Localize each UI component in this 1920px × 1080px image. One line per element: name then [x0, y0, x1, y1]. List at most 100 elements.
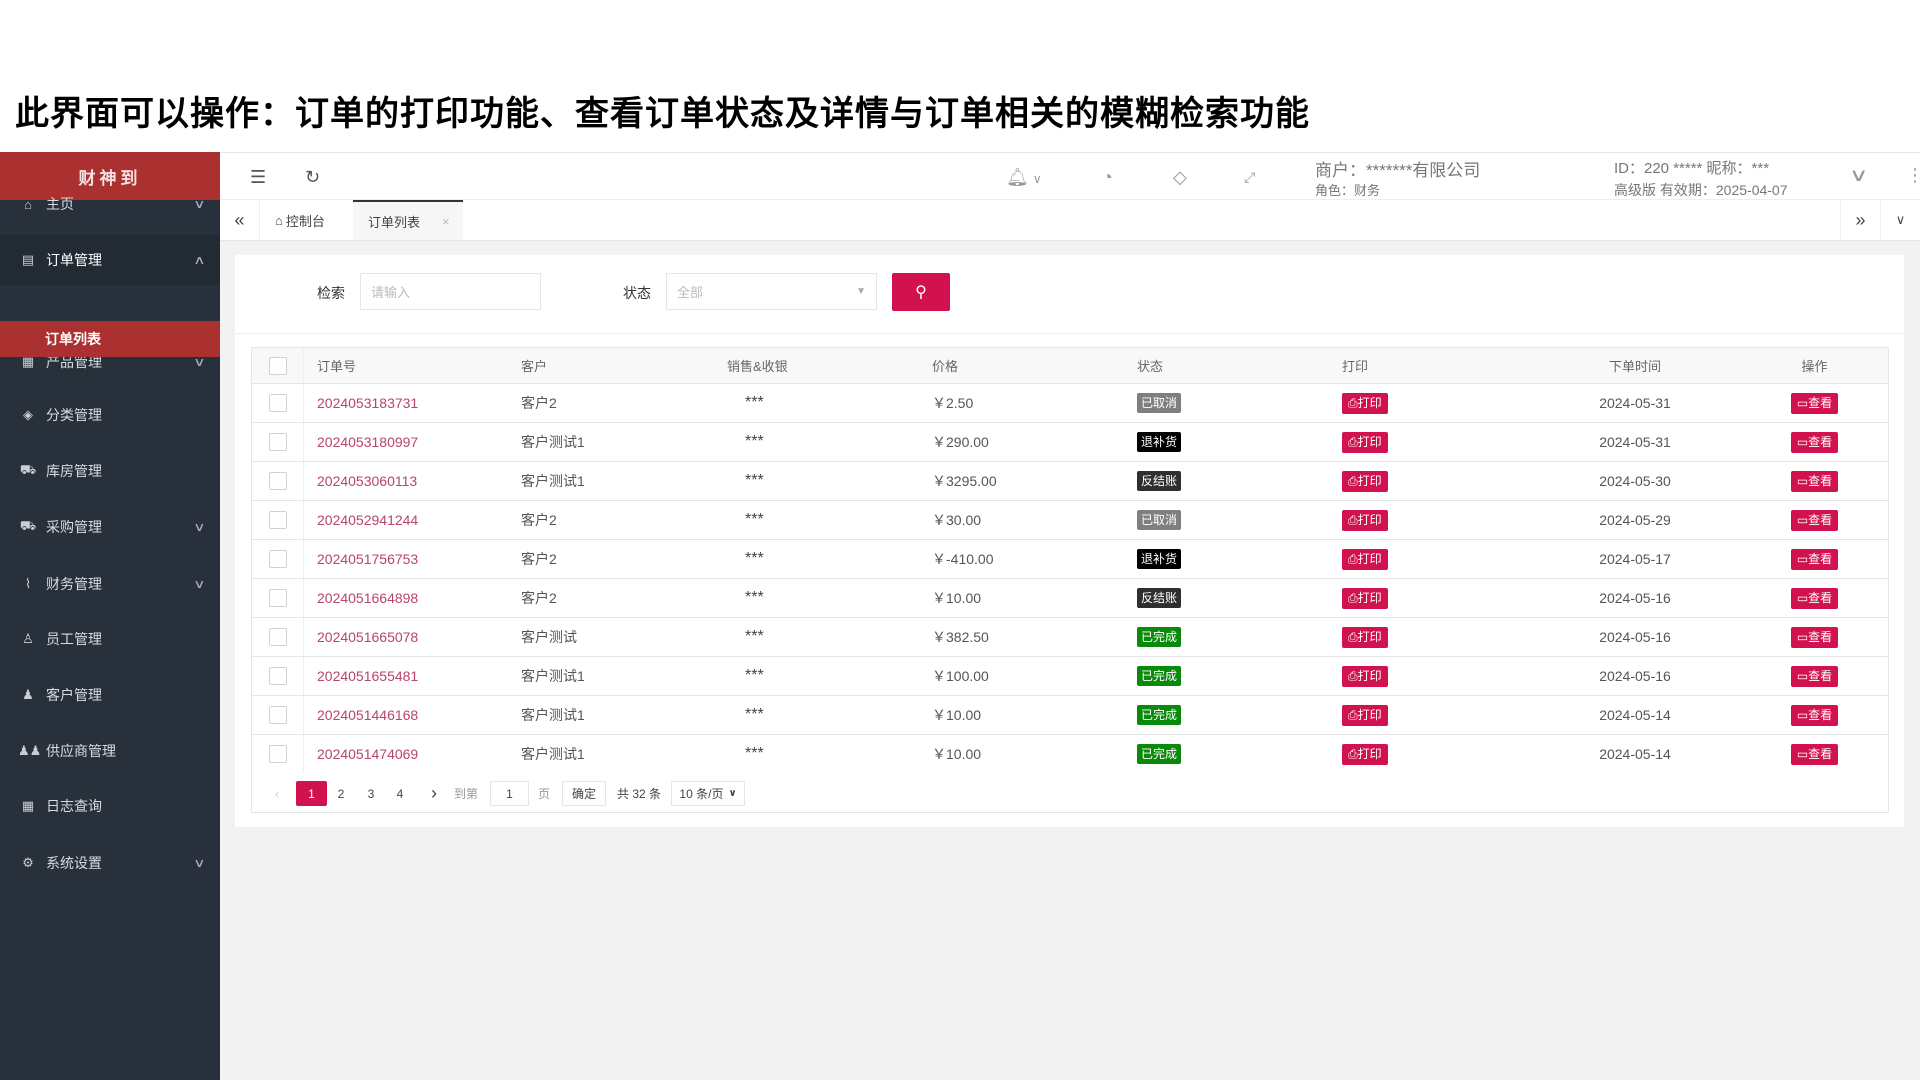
status-badge: 已取消: [1137, 510, 1182, 530]
tag-icon[interactable]: ◇: [1173, 167, 1187, 187]
status-select[interactable]: 全部 ▼: [666, 273, 877, 310]
search-button[interactable]: ⚲: [892, 273, 950, 311]
print-button[interactable]: ⎙打印: [1342, 626, 1388, 648]
bell-icon[interactable]: 🔔︎ ∨: [1006, 167, 1042, 187]
sidebar-item-3[interactable]: ◈ 分类管理: [0, 390, 220, 440]
sidebar-item-11[interactable]: ⚙ 系统设置 ∨: [0, 838, 220, 888]
menu-fold-icon[interactable]: ☰: [250, 167, 267, 187]
refresh-icon[interactable]: ↻: [305, 167, 321, 187]
view-icon: ▭: [1796, 473, 1809, 488]
sidebar-item-9[interactable]: ♟♟ 供应商管理: [0, 726, 220, 776]
page-4[interactable]: 4: [396, 786, 404, 801]
page-2[interactable]: 2: [337, 786, 345, 801]
print-button[interactable]: ⎙打印: [1342, 665, 1388, 687]
sidebar-item-7[interactable]: ♙ 员工管理: [0, 614, 220, 664]
order-id-link[interactable]: 2024052941244: [317, 512, 419, 528]
page-3[interactable]: 3: [367, 786, 375, 801]
sidebar-item-label: 订单管理: [46, 252, 102, 268]
goto-page-input[interactable]: 1: [490, 781, 529, 806]
sidebar-item-6[interactable]: ⌇ 财务管理 ∨: [0, 559, 220, 609]
row-checkbox[interactable]: [268, 706, 287, 724]
print-icon: ⎙: [1348, 512, 1358, 527]
order-id-link[interactable]: 2024051756753: [317, 551, 419, 567]
row-checkbox[interactable]: [268, 667, 287, 685]
sidebar-item-1[interactable]: ▤ 订单管理 ∧: [0, 235, 220, 285]
print-icon: ⎙: [1348, 629, 1358, 644]
print-button[interactable]: ⎙打印: [1342, 431, 1388, 453]
close-icon[interactable]: ×: [442, 213, 450, 229]
sidebar-item-8[interactable]: ♟ 客户管理: [0, 670, 220, 720]
sidebar-item-0[interactable]: ⌂ 主页 ∨: [0, 179, 220, 229]
prev-page-icon[interactable]: ‹: [275, 786, 279, 801]
view-button[interactable]: ▭查看: [1790, 392, 1839, 414]
chevron-icon: ∧: [193, 253, 206, 267]
layers-icon: ◈: [23, 407, 33, 422]
sales-cashier: ***: [745, 394, 764, 411]
print-button[interactable]: ⎙打印: [1342, 509, 1388, 531]
tab-order-list[interactable]: 订单列表 ×: [353, 200, 463, 240]
price: ￥3295.00: [932, 473, 997, 489]
print-icon: ⎙: [1348, 551, 1358, 566]
print-button[interactable]: ⎙打印: [1342, 743, 1388, 765]
view-button[interactable]: ▭查看: [1790, 704, 1839, 726]
view-button[interactable]: ▭查看: [1790, 587, 1839, 609]
sidebar-item-label: 供应商管理: [46, 743, 116, 759]
order-id-link[interactable]: 2024051655481: [317, 668, 419, 684]
order-id-link[interactable]: 2024051664898: [317, 590, 419, 606]
sidebar-item-4[interactable]: ⛟ 库房管理: [0, 446, 220, 496]
view-button[interactable]: ▭查看: [1790, 548, 1839, 570]
price: ￥290.00: [932, 434, 989, 450]
view-icon: ▭: [1796, 668, 1809, 683]
view-button[interactable]: ▭查看: [1790, 431, 1839, 453]
order-id-link[interactable]: 2024051446168: [317, 707, 419, 723]
order-id-link[interactable]: 2024051665078: [317, 629, 419, 645]
tabs-scroll-right-icon[interactable]: »: [1840, 200, 1880, 240]
goto-confirm-button[interactable]: 确定: [562, 781, 606, 806]
sidebar-subitem-order-list[interactable]: 订单列表: [0, 321, 220, 357]
tabs-menu-chevron-icon[interactable]: ∨: [1880, 200, 1920, 240]
order-id-link[interactable]: 2024051474069: [317, 746, 419, 762]
row-checkbox[interactable]: [268, 511, 287, 529]
sidebar-item-10[interactable]: ▦ 日志查询: [0, 781, 220, 831]
row-checkbox[interactable]: [268, 394, 287, 412]
page-1[interactable]: 1: [296, 781, 327, 806]
view-button[interactable]: ▭查看: [1790, 470, 1839, 492]
row-checkbox[interactable]: [268, 745, 287, 763]
row-checkbox[interactable]: [268, 589, 287, 607]
view-button[interactable]: ▭查看: [1790, 509, 1839, 531]
row-checkbox[interactable]: [268, 472, 287, 490]
search-input[interactable]: 请输入: [360, 273, 541, 310]
sidebar-item-5[interactable]: ⛟ 采购管理 ∨: [0, 502, 220, 552]
print-button[interactable]: ⎙打印: [1342, 704, 1388, 726]
order-id-link[interactable]: 2024053183731: [317, 395, 419, 411]
print-label: 打印: [1357, 434, 1382, 449]
row-checkbox[interactable]: [268, 550, 287, 568]
orders-table: 订单号 客户 销售&收银 价格 状态 打印 下单时间 操作 2024053183…: [251, 347, 1889, 774]
print-button[interactable]: ⎙打印: [1342, 470, 1388, 492]
tab-dashboard[interactable]: ⌂ 控制台: [275, 200, 353, 240]
row-checkbox[interactable]: [268, 628, 287, 646]
view-button[interactable]: ▭查看: [1790, 626, 1839, 648]
dashboard-icon[interactable]: ◔: [1102, 167, 1113, 187]
tabs-scroll-left-icon[interactable]: «: [220, 200, 260, 240]
order-id-link[interactable]: 2024053060113: [317, 473, 418, 489]
next-page-icon[interactable]: ›: [431, 783, 437, 803]
goto-label: 到第: [454, 787, 479, 801]
print-button[interactable]: ⎙打印: [1342, 548, 1388, 570]
more-icon[interactable]: ⋮: [1906, 165, 1920, 185]
user-id: ID：220 ***** 昵称：***: [1614, 160, 1770, 177]
home-icon: ⌂: [275, 212, 283, 228]
fullscreen-icon[interactable]: ⤢: [1244, 169, 1256, 185]
sidebar-item-2[interactable]: ▦ 产品管理 ∨: [0, 337, 220, 387]
order-id-link[interactable]: 2024053180997: [317, 434, 419, 450]
print-button[interactable]: ⎙打印: [1342, 587, 1388, 609]
page-size-select[interactable]: 10 条/页 ∨: [671, 781, 745, 806]
select-all-checkbox[interactable]: [268, 356, 287, 375]
row-checkbox[interactable]: [268, 433, 287, 451]
view-button[interactable]: ▭查看: [1790, 743, 1839, 765]
view-label: 查看: [1808, 707, 1833, 722]
view-button[interactable]: ▭查看: [1790, 665, 1839, 687]
status-badge: 退补货: [1137, 549, 1182, 569]
user-menu-chevron-icon[interactable]: ∨: [1848, 165, 1869, 185]
print-button[interactable]: ⎙打印: [1342, 392, 1388, 414]
